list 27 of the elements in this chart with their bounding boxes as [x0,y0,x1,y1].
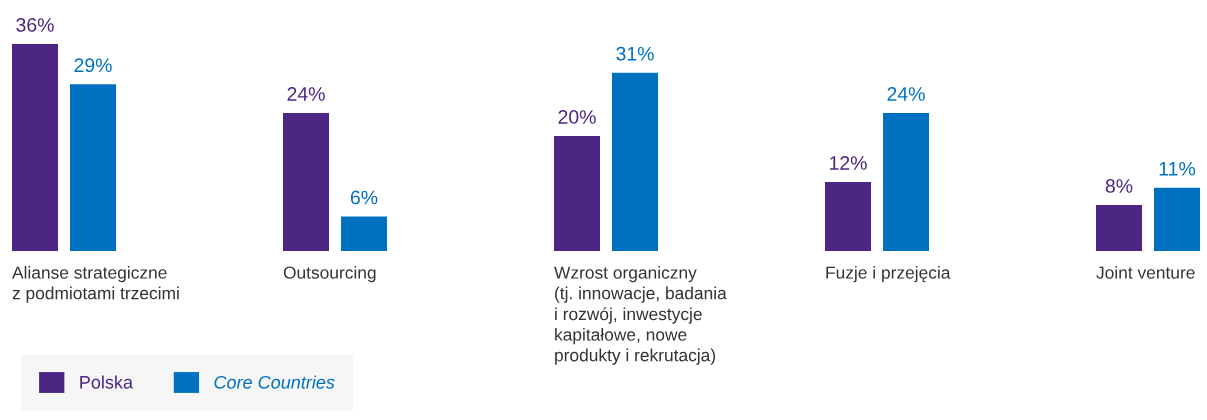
data-label: 24% [287,87,325,101]
data-label: 11% [1159,161,1196,176]
x-tick-label: Fuzje i przejęcia [826,266,951,283]
data-label: 8% [1105,179,1133,193]
data-label: 31% [616,46,654,61]
bar [341,216,387,251]
data-label: 12% [830,156,867,170]
data-label: 29% [74,58,112,73]
x-tick-label: Joint venture [1096,266,1195,279]
data-label: 20% [558,110,596,124]
bar [825,182,871,251]
bar [70,84,116,251]
legend-label: Core Countries [214,375,335,389]
x-tick-label: Wzrost organiczny (tj. innowacje, badania i rozwój, inwestycje kapitałowe, nowe produkty i rekrutacja) [554,266,727,365]
data-label: 36% [16,18,54,32]
data-label: 24% [887,87,925,101]
bar [12,44,58,251]
bar [612,72,658,251]
bar [1096,205,1142,251]
data-label: 6% [350,190,378,205]
x-tick-label: Outsourcing [283,266,376,283]
bar [283,113,329,251]
bar [883,113,929,251]
bar [1154,187,1200,251]
legend-label: Polska [80,375,133,389]
x-tick-label: Alianse strategiczne z podmiotami trzecimi [12,266,179,303]
bar [554,136,600,251]
